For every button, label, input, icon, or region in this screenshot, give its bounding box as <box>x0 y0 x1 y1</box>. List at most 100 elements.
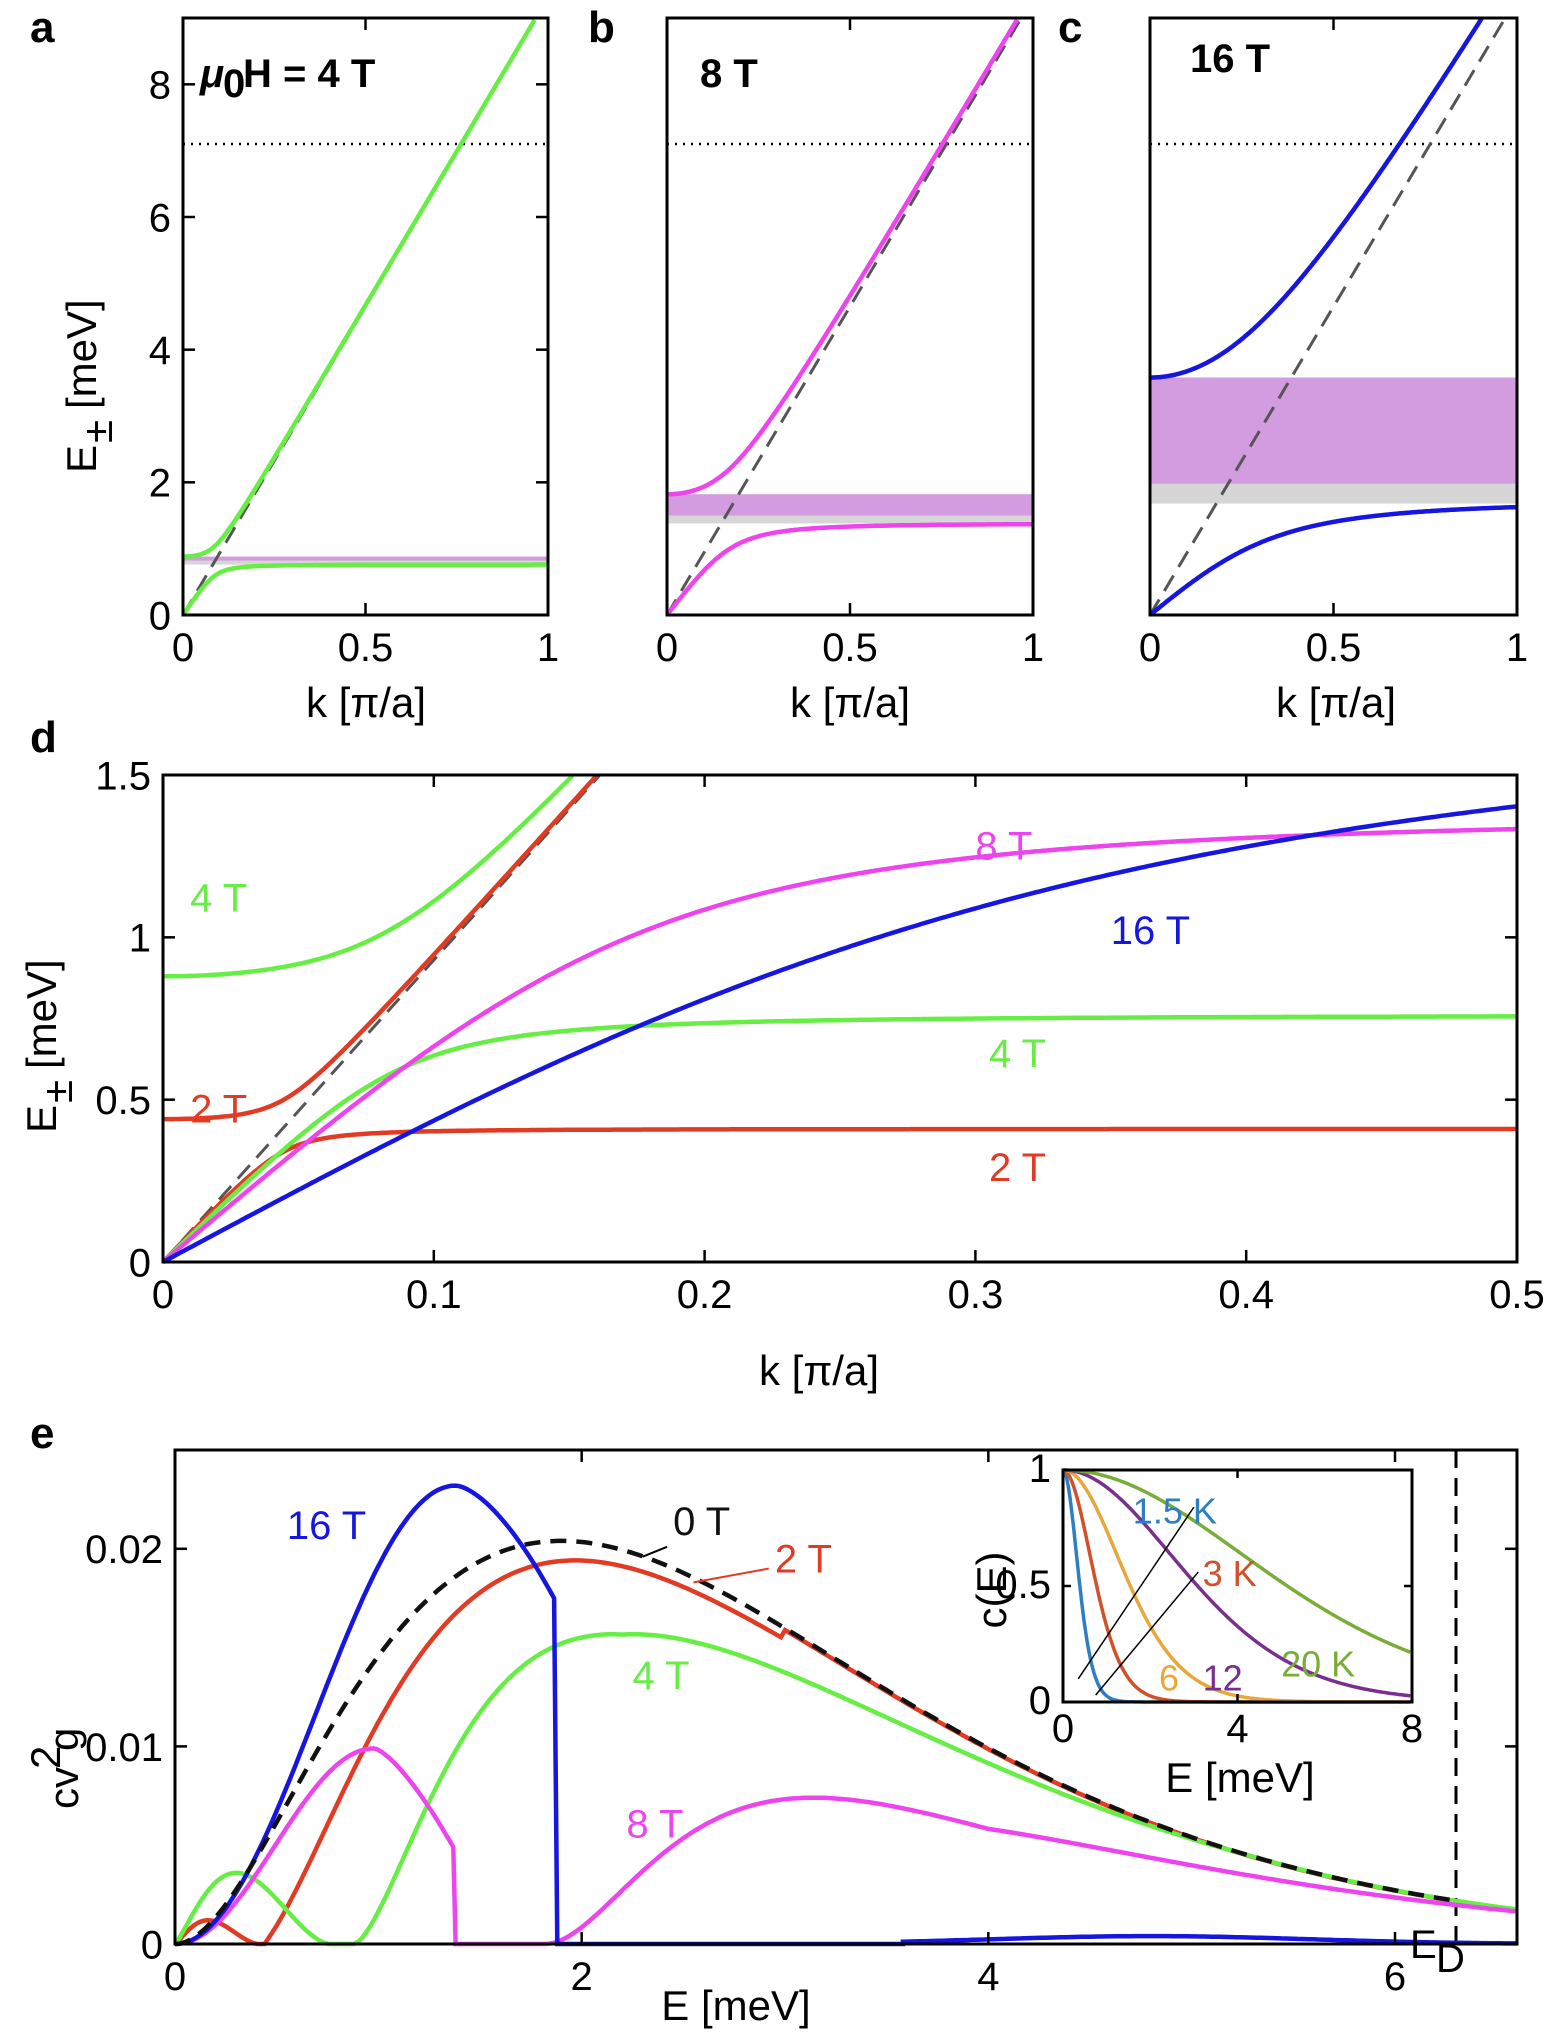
inset-label-3: 12 <box>1203 1657 1243 1698</box>
panel-label-e: e <box>30 1409 54 1458</box>
panel-b: 0 0.5 1 8 T k [π/a] <box>656 16 1044 726</box>
panel-a-xlabel: k [π/a] <box>306 679 426 726</box>
panel-a-ylabel-main: E <box>58 445 105 473</box>
panel-d-frame <box>161 773 1519 1264</box>
panel-d-curve-label-2: 8 T <box>975 824 1032 868</box>
panel-d-curve-label-0: 4 T <box>190 876 247 920</box>
panel-a-ylabel: E ± [meV] <box>58 299 121 473</box>
panel-c-frame <box>1148 16 1519 617</box>
panel-b-xtick-label-1: 0.5 <box>822 626 878 670</box>
inset-leader-1 <box>1077 1506 1195 1680</box>
panel-a-xtick-label-2: 1 <box>537 626 559 670</box>
panel-a-field-annotation: H = 4 T <box>243 52 375 96</box>
panel-e-leader-2t <box>693 1567 769 1584</box>
panel-d-ytick-label-3: 1.5 <box>95 754 151 798</box>
panel-a: 0 0.5 1 0 2 4 6 8 μ 0 H = 4 T k [π/a] E ± [meV] <box>58 16 559 726</box>
panel-e-ylabel-sup: 2 <box>22 1746 69 1769</box>
panel-e-ytick-label-1: 0.01 <box>85 1726 163 1770</box>
panel-b-linear-dispersion <box>665 17 1023 616</box>
panel-d-xtick-label-0: 0 <box>152 1273 174 1317</box>
panel-a-upper-branch <box>183 18 537 559</box>
panel-b-xtick-label-0: 0 <box>656 626 678 670</box>
panel-e-curve-label-3: 4 T <box>633 1654 690 1698</box>
panel-e-curve-8t <box>174 1746 1518 1947</box>
panel-c-xtick-label-0: 0 <box>1139 626 1161 670</box>
panel-b-lower-branch <box>665 521 1033 617</box>
panel-d-ylabel: E ± [meV] <box>18 959 81 1133</box>
inset-xlabel: E [meV] <box>1165 1754 1314 1801</box>
panel-e-curve-label-1: 0 T <box>673 1500 730 1544</box>
inset-ytick-label-2: 1 <box>1029 1447 1051 1491</box>
panel-a-ytick-label-2: 4 <box>149 329 171 373</box>
panel-a-field-mu: μ <box>199 52 224 96</box>
panel-a-ytick-label-3: 6 <box>149 196 171 240</box>
panel-e-curve-label-2: 2 T <box>775 1538 832 1582</box>
panel-e-ylabel-end: g <box>40 1728 87 1751</box>
inset-label-2: 6 <box>1159 1657 1179 1698</box>
panel-d-ylabel-sub: ± <box>34 1080 81 1103</box>
panel-d: 0 0.1 0.2 0.3 0.4 0.5 0 0.5 1 1.5 4 T 2 T 8 T 16 T 4 T… <box>18 754 1545 1394</box>
panel-e-leader-0t <box>642 1545 668 1558</box>
panel-e: 0 2 4 6 0 0.01 0.02 16 T 0 T 2 T 4 T 8 T E [meV] cv… <box>22 1447 1519 2029</box>
panel-c-field-annotation: 16 T <box>1190 37 1270 81</box>
panel-a-gap-gray <box>183 556 548 565</box>
panel-e-curve-0t <box>174 1538 1457 1947</box>
panel-c-xtick-label-1: 0.5 <box>1306 626 1362 670</box>
panel-e-frame <box>173 1448 1519 1946</box>
panel-d-lower-branch-8t <box>161 826 1517 1264</box>
panel-e-ytick-label-2: 0.02 <box>85 1528 163 1572</box>
panel-d-ylabel-unit: [meV] <box>18 959 65 1069</box>
panel-e-xtick-label-1: 2 <box>571 1955 593 1999</box>
inset-xtick-label-0: 0 <box>1052 1707 1074 1751</box>
inset-label-1: 3 K <box>1203 1553 1257 1594</box>
panel-d-curve-label-1: 2 T <box>190 1087 247 1131</box>
panel-label-c: c <box>1058 3 1082 52</box>
panel-d-upper-branch-4t <box>163 774 575 979</box>
panel-d-lower-branch-4t <box>161 1014 1517 1264</box>
panel-a-xtick-label-0: 0 <box>172 626 194 670</box>
panel-b-gap-purple <box>667 494 1033 516</box>
panel-b-field-annotation: 8 T <box>700 52 758 96</box>
panel-a-lower-branch <box>181 562 548 617</box>
panel-e-ylabel: cv 2 g <box>22 1728 87 1809</box>
panel-a-frame <box>181 16 550 617</box>
panel-c-gap-purple <box>1150 377 1517 484</box>
panel-c-xtick-label-2: 1 <box>1506 626 1528 670</box>
panel-d-ytick-label-2: 1 <box>129 917 151 961</box>
panel-e-curve-label-4: 8 T <box>626 1802 683 1846</box>
panel-d-xtick-label-3: 0.3 <box>948 1273 1004 1317</box>
panel-d-linear-dispersion <box>161 773 601 1264</box>
inset-ytick-label-0: 0 <box>1029 1679 1051 1723</box>
panel-e-curve-label-0: 16 T <box>287 1504 366 1548</box>
panel-label-b: b <box>588 3 615 52</box>
panel-c-lower-branch <box>1148 504 1517 617</box>
panel-b-xlabel: k [π/a] <box>790 679 910 726</box>
panel-d-xlabel: k [π/a] <box>759 1347 879 1394</box>
panel-d-ytick-label-0: 0 <box>129 1241 151 1285</box>
inset-xtick-label-2: 8 <box>1401 1707 1423 1751</box>
panel-c: 0 0.5 1 16 T k [π/a] <box>1139 16 1528 726</box>
inset-label-4: 20 K <box>1281 1643 1355 1684</box>
panel-a-ylabel-unit: [meV] <box>58 299 105 409</box>
panel-a-ytick-label-4: 8 <box>149 64 171 108</box>
panel-c-linear-dispersion <box>1148 17 1507 616</box>
panel-d-lower-branch-16t <box>161 804 1518 1264</box>
panel-d-lower-branch-2t <box>161 1126 1517 1264</box>
panel-d-upper-branch-2t <box>163 774 598 1122</box>
panel-d-ylabel-main: E <box>18 1105 65 1133</box>
panel-a-xtick-label-1: 0.5 <box>338 626 394 670</box>
inset-curve-3 <box>1063 1468 1411 1698</box>
panel-label-a: a <box>30 3 55 52</box>
panel-d-curve-label-4: 4 T <box>989 1032 1046 1076</box>
panel-d-curve-label-3: 16 T <box>1111 909 1190 953</box>
panel-label-d: d <box>30 713 57 762</box>
panel-b-upper-branch <box>667 18 1020 497</box>
inset-leader-2 <box>1095 1571 1199 1696</box>
panel-e-xtick-label-2: 4 <box>977 1955 999 1999</box>
panel-e-ytick-label-0: 0 <box>141 1923 163 1967</box>
panel-b-xtick-label-2: 1 <box>1022 626 1044 670</box>
inset-curve-4 <box>1063 1468 1411 1654</box>
panel-d-xtick-label-2: 0.2 <box>677 1273 733 1317</box>
panel-d-curve-label-5: 2 T <box>989 1146 1046 1190</box>
